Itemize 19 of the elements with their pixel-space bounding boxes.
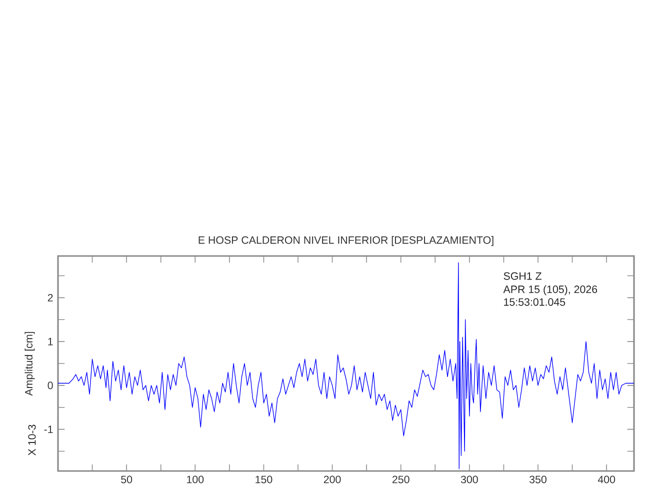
chart-title: E HOSP CALDERON NIVEL INFERIOR [DESPLAZAMIENTO]: [198, 236, 494, 246]
y-tick-label: 2: [48, 294, 53, 302]
x-tick-label: 350: [530, 476, 546, 484]
x-tick-label: 100: [187, 476, 204, 484]
x-tick-label: 150: [256, 476, 272, 484]
y-tick-label: -1: [44, 426, 53, 433]
y-tick-label: 1: [48, 338, 53, 346]
x-tick-label: 50: [121, 476, 132, 484]
y-tick-label: 0: [48, 382, 53, 390]
x-tick-label: 200: [324, 476, 341, 484]
line-series: [58, 262, 634, 470]
x-tick-label: 250: [392, 476, 410, 484]
x-tick-label: 400: [598, 476, 616, 484]
x-tick-label: 300: [460, 476, 478, 484]
annotation: SGH1 Z: [504, 272, 542, 280]
y-axis-title: Amplitud [cm]: [24, 332, 35, 396]
text: X 10-3: [28, 424, 36, 456]
annotation: APR 15 (105), 2026: [503, 285, 598, 296]
annotation: 15:53:01.045: [504, 298, 566, 306]
